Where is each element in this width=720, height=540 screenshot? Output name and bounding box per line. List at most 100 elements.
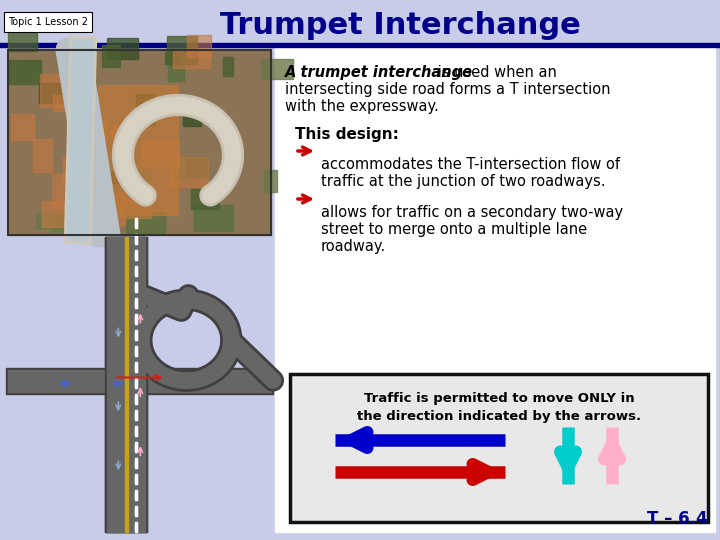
Bar (135, 490, 137, 500)
Bar (135, 298, 137, 308)
Bar (142, 141, 179, 167)
Bar (17, 63, 40, 79)
Bar (63, 157, 80, 183)
Bar (191, 190, 219, 209)
Bar (135, 362, 137, 372)
Bar (135, 282, 137, 292)
Text: is used when an: is used when an (433, 65, 557, 80)
Bar (174, 50, 210, 69)
Text: Topic 1 Lesson 2: Topic 1 Lesson 2 (8, 17, 88, 27)
Bar (53, 94, 94, 111)
Text: the direction indicated by the arrows.: the direction indicated by the arrows. (357, 410, 641, 423)
Text: roadway.: roadway. (321, 239, 386, 254)
Text: Traffic is permitted to move ONLY in: Traffic is permitted to move ONLY in (364, 392, 634, 405)
Bar (102, 45, 120, 68)
Text: allows for traffic on a secondary two-way: allows for traffic on a secondary two-wa… (321, 205, 623, 220)
Bar (135, 474, 137, 484)
Bar (40, 74, 68, 107)
Bar (135, 506, 137, 516)
Bar (135, 266, 137, 276)
Bar (135, 378, 137, 388)
Bar (275, 47, 715, 532)
Bar (0, 0, 720, 43)
Text: street to merge onto a multiple lane: street to merge onto a multiple lane (321, 222, 587, 237)
Bar (135, 506, 137, 516)
Bar (4, 12, 92, 32)
Bar (135, 426, 137, 436)
Bar (135, 474, 137, 484)
Bar (135, 314, 137, 324)
Bar (223, 57, 233, 76)
Bar (135, 346, 137, 356)
Bar (76, 217, 107, 227)
Text: traffic at the junction of two roadways.: traffic at the junction of two roadways. (321, 174, 606, 189)
Bar (135, 282, 137, 292)
Bar (135, 458, 137, 468)
Bar (290, 374, 708, 522)
Bar (135, 234, 137, 244)
Bar (127, 212, 165, 233)
Bar (110, 125, 134, 137)
Bar (68, 209, 87, 221)
Bar (8, 50, 271, 235)
Bar (135, 410, 137, 420)
Bar (40, 83, 72, 103)
Bar (135, 394, 137, 404)
Bar (8, 30, 37, 51)
Bar (125, 201, 149, 217)
Text: with the expressway.: with the expressway. (285, 99, 438, 114)
Bar (88, 199, 119, 217)
Bar (135, 234, 137, 244)
Bar (135, 522, 137, 532)
Bar (107, 38, 138, 59)
Bar (107, 200, 151, 218)
Bar (187, 35, 211, 57)
Bar (135, 378, 137, 388)
Bar (135, 522, 137, 532)
Bar (135, 490, 137, 500)
Bar (11, 114, 34, 140)
Bar (143, 104, 155, 125)
Bar (135, 93, 153, 107)
Bar (135, 250, 137, 260)
Bar (8, 50, 271, 235)
Bar (9, 60, 40, 84)
Bar (135, 426, 137, 436)
Bar (135, 330, 137, 340)
Bar (42, 200, 78, 227)
Bar (135, 250, 137, 260)
Bar (135, 330, 137, 340)
Bar (37, 214, 66, 229)
Bar (194, 205, 233, 231)
Bar (51, 215, 74, 232)
Bar (68, 120, 107, 139)
Bar (98, 85, 178, 215)
Bar (125, 237, 128, 532)
Bar (172, 159, 184, 174)
Bar (8, 369, 271, 392)
Bar (107, 237, 145, 532)
Bar (166, 52, 178, 64)
Bar (102, 172, 128, 183)
Bar (135, 218, 137, 228)
Bar (135, 442, 137, 452)
Bar (105, 237, 148, 532)
Bar (135, 346, 137, 356)
Bar (105, 237, 148, 532)
Text: intersecting side road forms a T intersection: intersecting side road forms a T interse… (285, 82, 611, 97)
Bar (167, 36, 197, 64)
Bar (0, 43, 720, 47)
Bar (264, 170, 276, 192)
Text: T – 6.4: T – 6.4 (647, 510, 708, 528)
Bar (57, 44, 84, 70)
Bar (169, 157, 207, 187)
Bar (183, 105, 202, 126)
Bar (101, 193, 125, 226)
Bar (8, 237, 271, 532)
Bar (135, 394, 137, 404)
Bar (125, 237, 128, 532)
Bar (135, 458, 137, 468)
Text: accommodates the T-intersection flow of: accommodates the T-intersection flow of (321, 157, 620, 172)
Bar (122, 170, 150, 181)
Bar (52, 173, 84, 208)
